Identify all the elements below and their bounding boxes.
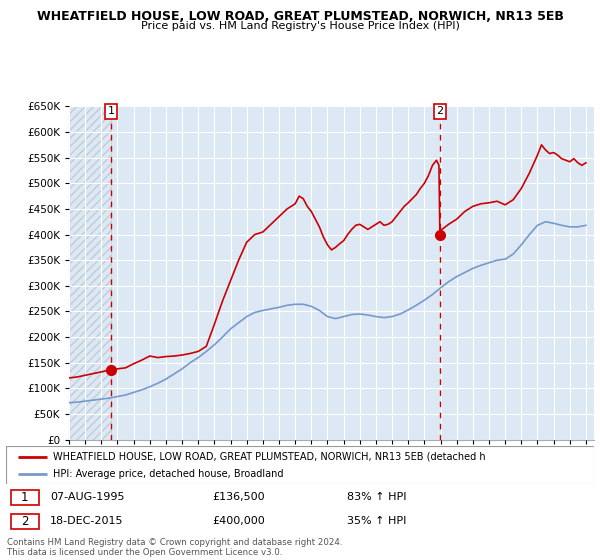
Bar — [11, 514, 39, 529]
Bar — [11, 490, 39, 505]
Text: 1: 1 — [21, 491, 29, 504]
Text: 83% ↑ HPI: 83% ↑ HPI — [347, 492, 407, 502]
Text: WHEATFIELD HOUSE, LOW ROAD, GREAT PLUMSTEAD, NORWICH, NR13 5EB (detached h: WHEATFIELD HOUSE, LOW ROAD, GREAT PLUMST… — [53, 451, 485, 461]
Text: 1: 1 — [107, 106, 115, 116]
Text: Price paid vs. HM Land Registry's House Price Index (HPI): Price paid vs. HM Land Registry's House … — [140, 21, 460, 31]
Text: 07-AUG-1995: 07-AUG-1995 — [50, 492, 125, 502]
Text: WHEATFIELD HOUSE, LOW ROAD, GREAT PLUMSTEAD, NORWICH, NR13 5EB: WHEATFIELD HOUSE, LOW ROAD, GREAT PLUMST… — [37, 10, 563, 23]
Text: 18-DEC-2015: 18-DEC-2015 — [50, 516, 124, 526]
Text: £400,000: £400,000 — [212, 516, 265, 526]
Text: 35% ↑ HPI: 35% ↑ HPI — [347, 516, 406, 526]
Text: HPI: Average price, detached house, Broadland: HPI: Average price, detached house, Broa… — [53, 469, 284, 479]
Text: 2: 2 — [21, 515, 29, 528]
Text: £136,500: £136,500 — [212, 492, 265, 502]
Text: 2: 2 — [436, 106, 443, 116]
Text: Contains HM Land Registry data © Crown copyright and database right 2024.
This d: Contains HM Land Registry data © Crown c… — [7, 538, 343, 557]
